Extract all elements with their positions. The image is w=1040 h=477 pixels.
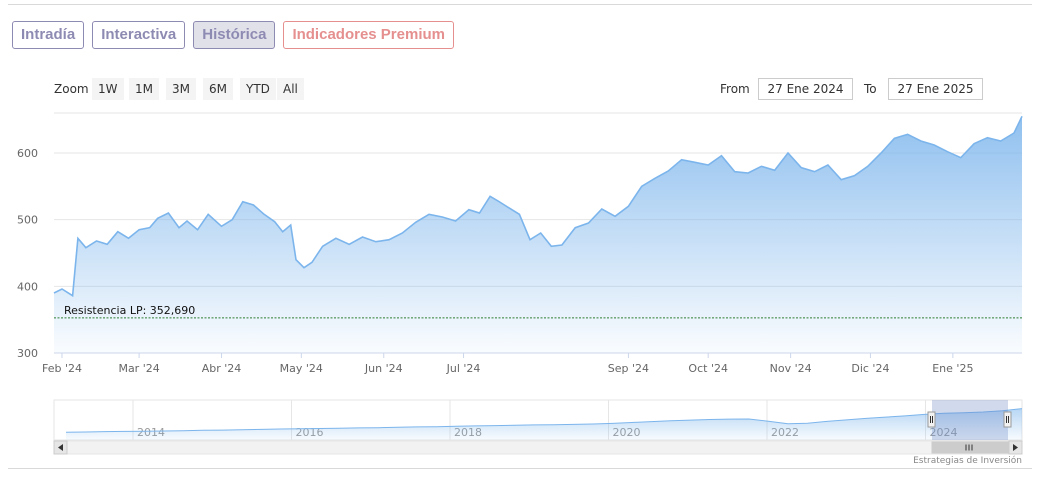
from-label: From xyxy=(720,82,750,96)
x-tick-label: May '24 xyxy=(280,362,323,375)
zoom-label: Zoom xyxy=(54,82,89,96)
scrollbar-track[interactable] xyxy=(53,440,1023,455)
zoom-6m-button[interactable]: 6M xyxy=(203,78,233,100)
x-tick-label: Nov '24 xyxy=(770,362,812,375)
chart-tabs: Intradía Interactiva Histórica Indicador… xyxy=(12,21,454,49)
price-area xyxy=(54,116,1022,353)
support-label: Resistencia LP: 352,690 xyxy=(64,304,195,317)
y-tick-label: 400 xyxy=(17,280,38,293)
x-tick-label: Abr '24 xyxy=(202,362,242,375)
x-tick-label: Dic '24 xyxy=(851,362,889,375)
zoom-ytd-button[interactable]: YTD xyxy=(240,78,276,100)
x-tick-label: Mar '24 xyxy=(118,362,159,375)
zoom-3m-button[interactable]: 3M xyxy=(166,78,196,100)
tab-interactiva[interactable]: Interactiva xyxy=(92,21,186,49)
x-tick-label: Jul '24 xyxy=(446,362,481,375)
price-line xyxy=(53,115,1023,298)
credits-text: Estrategias de Inversión xyxy=(913,456,1022,466)
navigator[interactable]: 201420162018202020222024 xyxy=(53,399,1023,455)
tab-intradia[interactable]: Intradía xyxy=(12,21,85,49)
from-date-input[interactable]: 27 Ene 2024 xyxy=(758,78,853,100)
scrollbar-thumb[interactable] xyxy=(931,441,1009,454)
arrow-left-icon xyxy=(58,444,63,451)
x-tick-label: Sep '24 xyxy=(608,362,649,375)
arrow-right-icon xyxy=(1013,444,1018,451)
zoom-1w-button[interactable]: 1W xyxy=(92,78,124,100)
to-label: To xyxy=(864,82,877,96)
y-axis-labels: 300 400 500 600 xyxy=(17,147,38,360)
bottom-divider xyxy=(8,468,1032,469)
to-date-input[interactable]: 27 Ene 2025 xyxy=(888,78,983,100)
zoom-all-button[interactable]: All xyxy=(277,78,304,100)
y-tick-label: 600 xyxy=(17,147,38,160)
navigator-handle-left[interactable] xyxy=(927,411,936,428)
zoom-1m-button[interactable]: 1M xyxy=(129,78,159,100)
navigator-selection[interactable] xyxy=(932,400,1008,440)
x-tick-label: Ene '25 xyxy=(932,362,973,375)
tab-historica[interactable]: Histórica xyxy=(193,21,276,49)
top-divider xyxy=(8,4,1032,5)
tab-indicadores-premium[interactable]: Indicadores Premium xyxy=(283,21,454,49)
x-tick-label: Feb '24 xyxy=(42,362,82,375)
x-tick-label: Oct '24 xyxy=(688,362,728,375)
y-tick-label: 500 xyxy=(17,214,38,227)
y-tick-label: 300 xyxy=(17,347,38,360)
navigator-line xyxy=(65,408,1023,433)
x-axis-ticks: Feb '24 Mar '24 Abr '24 May '24 Jun '24 Jul '… xyxy=(42,353,973,375)
x-tick-label: Jun '24 xyxy=(364,362,403,375)
navigator-area xyxy=(66,408,1022,440)
navigator-handle-right[interactable] xyxy=(1003,411,1012,428)
